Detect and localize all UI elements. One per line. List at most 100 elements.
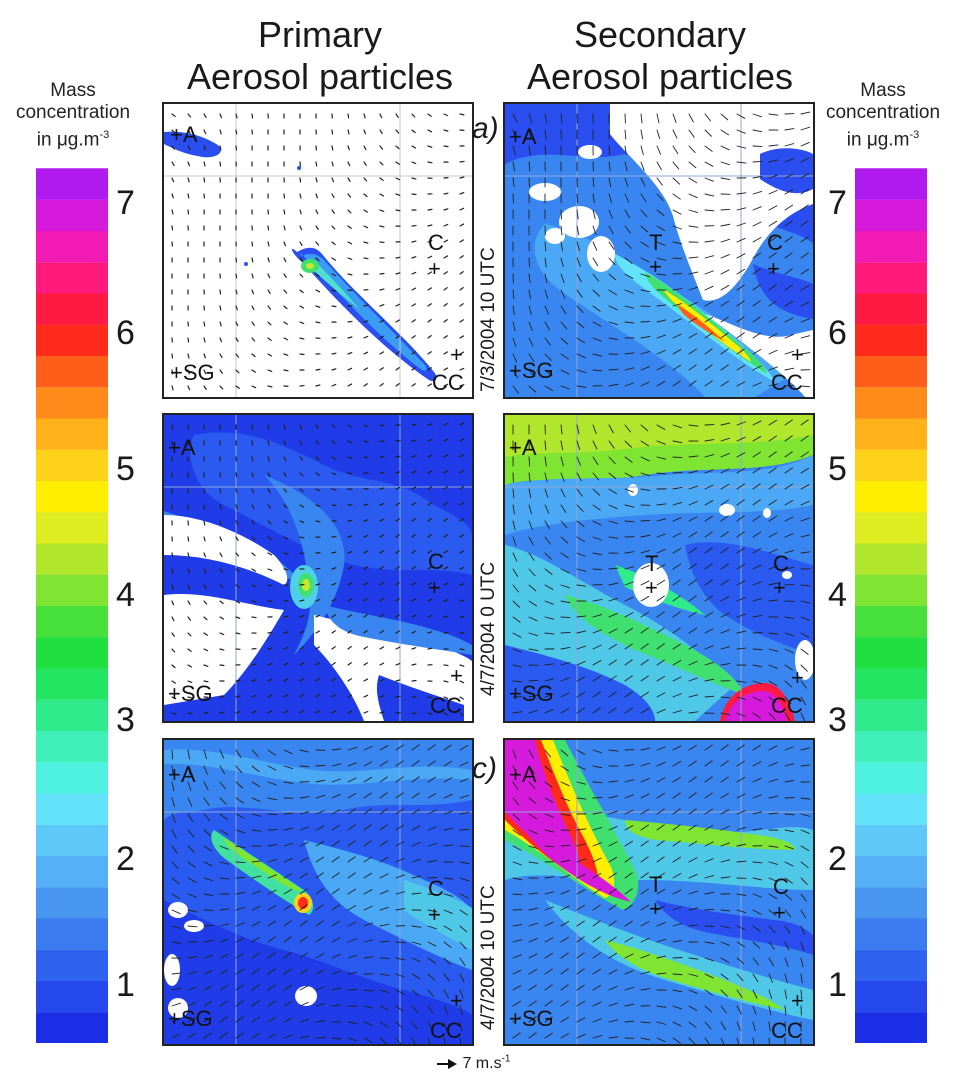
wind-arrow: [395, 630, 401, 634]
wind-arrow: [608, 936, 617, 943]
wind-arrow: [512, 145, 516, 156]
wind-arrow: [704, 129, 712, 137]
wind-arrow: [443, 454, 449, 458]
wind-arrow: [235, 289, 238, 295]
clean-patch: [578, 145, 602, 159]
wind-arrow: [704, 240, 715, 243]
wind-arrow: [560, 813, 571, 816]
wind-arrow: [251, 905, 261, 911]
wind-arrow: [624, 904, 633, 911]
wind-arrow: [171, 765, 174, 776]
wind-arrow: [379, 1037, 388, 1044]
wind-arrow: [363, 129, 367, 135]
wind-arrow: [736, 547, 745, 554]
wind-arrow: [608, 707, 617, 714]
wind-arrow: [331, 193, 335, 199]
wind-arrow: [235, 876, 246, 879]
wind-arrow: [784, 989, 788, 1000]
wind-arrow: [512, 616, 521, 623]
wind-arrow: [187, 1032, 197, 1039]
wind-arrow: [704, 301, 714, 307]
wind-arrow: [720, 1037, 725, 1044]
wind-arrow: [560, 600, 571, 604]
wind-arrow: [704, 547, 713, 554]
wind-arrow: [411, 825, 421, 831]
wind-arrow: [219, 504, 222, 510]
wind-arrow: [395, 193, 401, 196]
wind-arrow: [800, 925, 806, 935]
wind-arrow: [187, 113, 192, 118]
wind-arrow: [315, 209, 319, 215]
wind-arrow: [235, 710, 241, 714]
marker-CC: CC: [430, 693, 462, 718]
wind-arrow: [171, 680, 176, 684]
wind-arrow: [283, 520, 288, 524]
wind-arrow: [672, 940, 683, 943]
wind-arrow: [347, 440, 353, 444]
wind-arrow: [784, 1005, 787, 1016]
wind-arrow: [768, 419, 778, 426]
wind-arrow: [560, 552, 569, 559]
colorbar-segment: [855, 511, 927, 544]
wind-arrow: [267, 353, 273, 357]
wind-arrow: [331, 694, 336, 698]
wind-arrow: [395, 566, 400, 570]
wind-arrow: [443, 957, 451, 965]
wind-arrow: [640, 366, 650, 371]
wind-arrow: [251, 921, 261, 927]
wind-arrow: [768, 113, 779, 116]
wind-arrow: [608, 1019, 619, 1023]
wind-arrow: [640, 193, 647, 202]
wind-arrow: [187, 1001, 197, 1007]
wind-arrow: [347, 367, 353, 371]
wind-arrow: [688, 424, 699, 427]
wind-arrow: [219, 353, 223, 359]
wind-arrow: [512, 584, 520, 593]
wind-arrow: [544, 813, 554, 818]
wind-arrow: [315, 614, 321, 618]
wind-arrow: [411, 630, 417, 634]
wind-arrow: [592, 985, 602, 991]
wind-arrow: [768, 861, 779, 865]
wind-arrow: [528, 1000, 537, 1007]
wind-arrow: [299, 1018, 309, 1023]
wind-arrow: [203, 845, 213, 852]
wind-arrow: [267, 440, 270, 446]
wind-arrow: [784, 300, 794, 307]
wind-arrow: [720, 161, 731, 166]
wind-arrow: [688, 485, 698, 490]
wind-arrow: [299, 694, 304, 698]
wind-arrow: [171, 1002, 182, 1007]
colorbar-segment: [36, 355, 108, 388]
wind-arrow: [672, 548, 682, 554]
wind-arrow: [347, 938, 357, 943]
wind-arrow: [544, 337, 551, 346]
wind-arrow: [379, 840, 388, 847]
wind-arrow: [363, 145, 367, 151]
wind-arrow: [512, 385, 519, 394]
wind-arrow: [512, 552, 518, 562]
wind-arrow: [443, 582, 449, 586]
wind-arrow: [528, 749, 534, 759]
wind-arrow: [688, 129, 695, 138]
colorbar-segment: [855, 293, 927, 325]
wind-arrow: [267, 504, 272, 509]
wind-arrow: [592, 520, 602, 526]
wind-arrow: [171, 632, 175, 637]
wind-arrow: [688, 271, 699, 275]
wind-arrow: [379, 351, 385, 355]
left-tick-5: 5: [116, 450, 135, 488]
wind-arrow: [704, 270, 714, 275]
wind-arrow: [427, 566, 432, 570]
wind-arrow: [656, 304, 667, 307]
colorbar-segment: [855, 824, 927, 856]
wind-arrow: [315, 488, 321, 492]
wind-arrow: [720, 925, 731, 929]
wind-arrow: [608, 424, 614, 434]
wind-arrow: [347, 954, 358, 959]
wind-arrow: [704, 145, 713, 152]
wind-arrow: [544, 568, 553, 575]
wind-arrow: [800, 142, 810, 147]
wind-arrow: [427, 239, 433, 243]
wind-arrow: [395, 808, 404, 815]
